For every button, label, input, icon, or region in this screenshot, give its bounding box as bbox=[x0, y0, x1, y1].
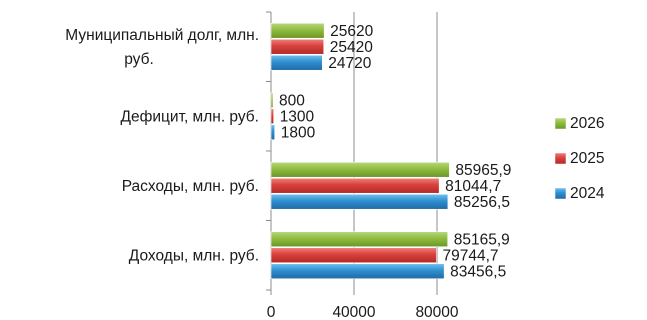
bar-2024[interactable] bbox=[270, 124, 276, 141]
value-label-2024: 83456,5 bbox=[450, 263, 506, 280]
bar-2025[interactable] bbox=[270, 177, 440, 194]
category-label: Доходы, млн. руб. bbox=[129, 247, 259, 264]
bar-2025[interactable] bbox=[270, 247, 437, 264]
bar-2024[interactable] bbox=[270, 263, 445, 280]
legend-swatch-2025 bbox=[554, 152, 567, 165]
legend-label-2026: 2026 bbox=[570, 115, 604, 132]
x-tick-label: 40000 bbox=[332, 304, 375, 320]
x-tick-label: 80000 bbox=[415, 304, 458, 320]
value-label-2026: 800 bbox=[279, 92, 305, 109]
x-tick-label: 0 bbox=[267, 304, 276, 320]
legend-label-2024: 2024 bbox=[570, 185, 605, 202]
value-label-2026: 85165,9 bbox=[454, 231, 510, 248]
value-label-2025: 81044,7 bbox=[445, 178, 501, 195]
legend-swatch-2026 bbox=[554, 117, 567, 130]
bar-2024[interactable] bbox=[270, 54, 323, 71]
value-label-2025: 1300 bbox=[280, 108, 315, 125]
value-label-2024: 85256,5 bbox=[454, 194, 510, 211]
value-label-2026: 25620 bbox=[330, 23, 373, 40]
bar-2026[interactable] bbox=[270, 231, 449, 248]
category-label: Муниципальный долг, млн. руб. bbox=[65, 27, 259, 68]
bar-2026[interactable] bbox=[270, 22, 325, 39]
value-label-2024: 24720 bbox=[328, 55, 371, 72]
bar-2025[interactable] bbox=[270, 108, 274, 125]
value-label-2024: 1800 bbox=[281, 124, 316, 141]
category-label: Расходы, млн. руб. bbox=[122, 178, 259, 195]
category-label: Дефицит, млн. руб. bbox=[121, 108, 260, 125]
bar-2026[interactable] bbox=[270, 161, 450, 178]
bar-2024[interactable] bbox=[270, 193, 449, 210]
value-label-2025: 25420 bbox=[330, 39, 373, 56]
value-label-2026: 85965,9 bbox=[455, 162, 511, 179]
legend-swatch-2024 bbox=[554, 187, 567, 200]
bar-2025[interactable] bbox=[270, 38, 325, 55]
legend-label-2025: 2025 bbox=[570, 150, 604, 167]
value-label-2025: 79744,7 bbox=[442, 247, 498, 264]
legend: 2026 2025 2024 bbox=[554, 115, 605, 202]
bar-2026[interactable] bbox=[270, 92, 274, 109]
